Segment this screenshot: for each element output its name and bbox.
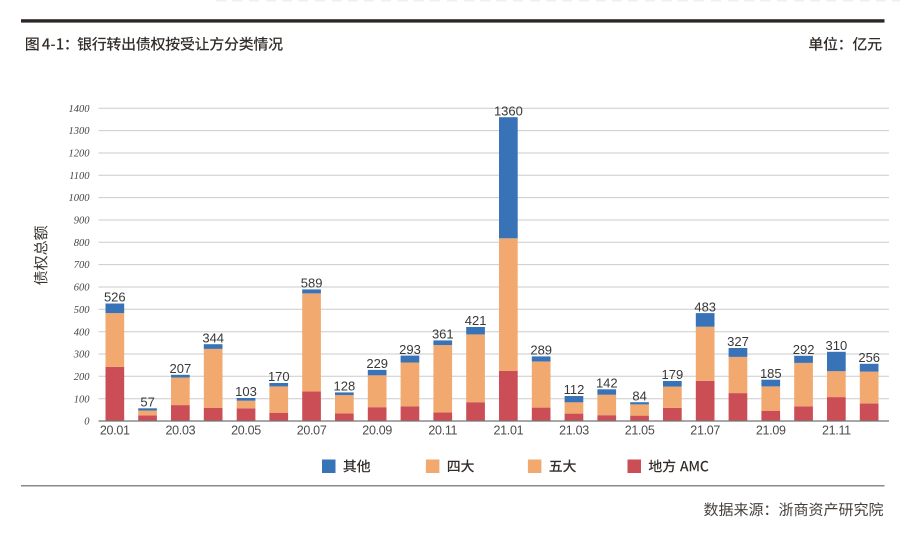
svg-text:21.05: 21.05 <box>625 423 655 437</box>
svg-text:327: 327 <box>727 334 749 349</box>
svg-text:256: 256 <box>858 350 880 365</box>
svg-text:400: 400 <box>74 327 91 338</box>
svg-text:112: 112 <box>564 382 585 397</box>
svg-text:84: 84 <box>632 388 646 403</box>
svg-text:1000: 1000 <box>69 193 91 204</box>
svg-text:20.05: 20.05 <box>231 423 261 437</box>
svg-text:600: 600 <box>74 283 91 294</box>
svg-text:500: 500 <box>74 305 91 316</box>
svg-text:800: 800 <box>74 238 91 249</box>
svg-text:1400: 1400 <box>69 104 91 115</box>
svg-text:344: 344 <box>202 330 224 345</box>
svg-text:57: 57 <box>140 395 154 410</box>
svg-text:21.07: 21.07 <box>690 423 720 437</box>
svg-text:293: 293 <box>399 342 421 357</box>
svg-text:20.11: 20.11 <box>428 423 457 437</box>
svg-text:300: 300 <box>73 350 91 361</box>
svg-text:1360: 1360 <box>494 103 523 118</box>
svg-text:207: 207 <box>170 361 192 376</box>
svg-text:526: 526 <box>104 290 126 305</box>
svg-text:1300: 1300 <box>69 126 91 137</box>
svg-text:128: 128 <box>334 379 356 394</box>
svg-text:100: 100 <box>74 394 91 405</box>
svg-text:1200: 1200 <box>69 149 91 160</box>
svg-text:20.09: 20.09 <box>362 423 392 437</box>
svg-text:589: 589 <box>301 276 323 291</box>
svg-text:900: 900 <box>74 216 91 227</box>
svg-text:361: 361 <box>432 327 454 342</box>
svg-text:483: 483 <box>694 299 716 314</box>
svg-text:179: 179 <box>662 367 684 382</box>
svg-text:229: 229 <box>366 356 388 371</box>
svg-text:20.03: 20.03 <box>166 423 196 437</box>
svg-text:170: 170 <box>268 369 290 384</box>
svg-text:0: 0 <box>84 417 90 428</box>
svg-text:103: 103 <box>235 384 257 399</box>
svg-text:200: 200 <box>74 372 91 383</box>
svg-text:20.07: 20.07 <box>297 423 327 437</box>
svg-text:700: 700 <box>74 260 91 271</box>
svg-text:21.11: 21.11 <box>822 423 851 437</box>
svg-text:21.09: 21.09 <box>756 423 786 437</box>
svg-text:421: 421 <box>465 313 487 328</box>
svg-text:20.01: 20.01 <box>100 423 130 437</box>
svg-text:1100: 1100 <box>69 171 90 182</box>
svg-text:292: 292 <box>793 342 815 357</box>
svg-text:185: 185 <box>760 366 782 381</box>
svg-text:21.03: 21.03 <box>559 423 589 437</box>
svg-text:142: 142 <box>596 376 618 391</box>
svg-text:289: 289 <box>530 343 552 358</box>
svg-text:310: 310 <box>826 338 848 353</box>
svg-text:21.01: 21.01 <box>494 423 524 437</box>
